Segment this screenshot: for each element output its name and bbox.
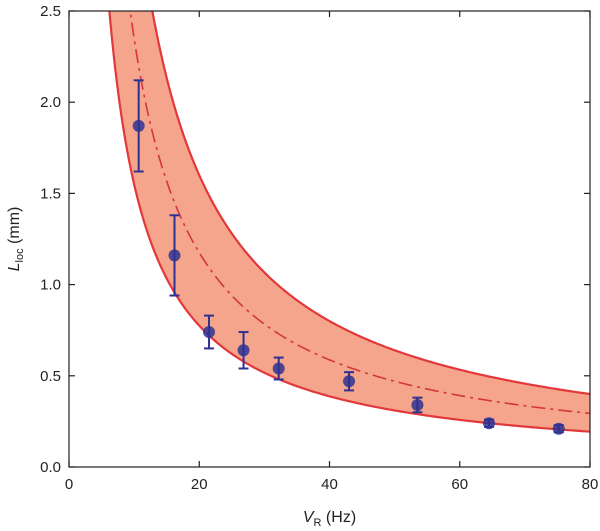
x-tick-label: 60 xyxy=(451,476,468,493)
x-axis-label-main: V xyxy=(303,509,315,526)
band-upper-line xyxy=(151,11,590,396)
band-area xyxy=(109,11,590,432)
x-axis-label: VR (Hz) xyxy=(303,509,356,529)
point-marker xyxy=(483,417,496,430)
data-point xyxy=(483,417,496,430)
y-axis-label-main: L xyxy=(6,262,23,271)
ticks-layer: 0 20 40 60 80 0.0 0.5 1.0 1.5 2.0 2.5 xyxy=(40,3,598,493)
point-marker xyxy=(132,119,145,132)
data-point xyxy=(132,79,145,173)
y-tick-label: 1.0 xyxy=(40,277,61,294)
x-tick-label: 40 xyxy=(321,476,338,493)
points-layer xyxy=(132,79,565,435)
x-axis-label-unit: (Hz) xyxy=(321,509,356,526)
data-point xyxy=(552,422,565,435)
y-tick-label: 0.0 xyxy=(40,459,61,476)
y-axis-label: Lloc (mm) xyxy=(6,207,26,272)
point-marker xyxy=(203,326,216,339)
point-marker xyxy=(552,422,565,435)
x-axis-label-sub: R xyxy=(314,517,322,529)
point-marker xyxy=(168,249,181,262)
y-tick-label: 2.0 xyxy=(40,94,61,111)
y-tick-label: 0.5 xyxy=(40,368,61,385)
point-marker xyxy=(272,362,285,375)
point-marker xyxy=(411,398,424,411)
band-layer xyxy=(108,11,590,433)
data-point xyxy=(272,356,285,381)
center-dash-line xyxy=(129,11,590,415)
data-point xyxy=(237,331,250,370)
point-marker xyxy=(343,375,356,388)
data-point xyxy=(411,396,424,414)
point-marker xyxy=(237,344,250,357)
x-tick-label: 20 xyxy=(191,476,208,493)
y-axis-label-sub: loc xyxy=(14,248,26,263)
x-tick-label: 80 xyxy=(582,476,599,493)
y-tick-label: 2.5 xyxy=(40,3,61,20)
data-point xyxy=(203,314,216,350)
data-point xyxy=(168,214,181,297)
band-lower-line xyxy=(108,11,590,433)
y-tick-label: 1.5 xyxy=(40,185,61,202)
x-tick-label: 0 xyxy=(65,476,73,493)
data-point xyxy=(343,371,356,392)
y-axis-label-unit: (mm) xyxy=(6,207,23,249)
